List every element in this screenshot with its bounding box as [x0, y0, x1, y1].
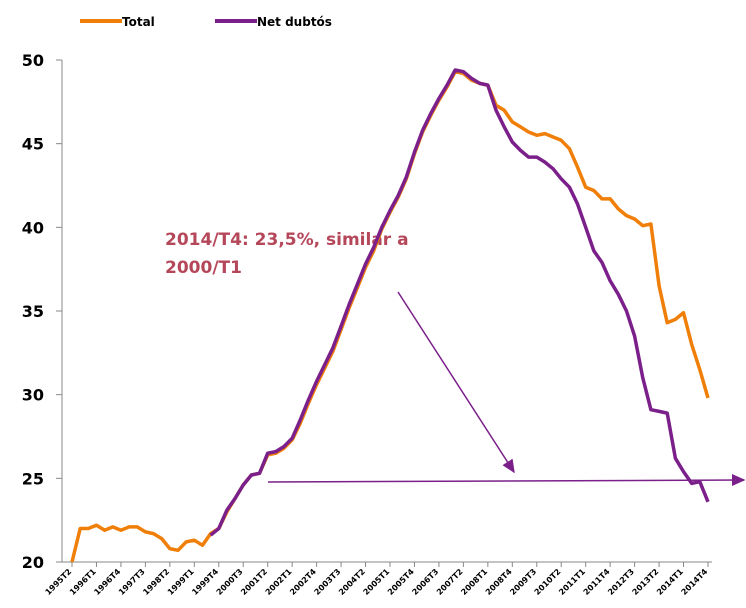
legend-label: Net dubtós	[257, 15, 332, 29]
y-tick-label: 20	[22, 553, 44, 572]
x-tick-label: 2014T4	[680, 567, 710, 597]
arrow	[397, 291, 515, 474]
y-tick-label: 30	[22, 386, 44, 405]
y-tick-label: 45	[22, 135, 44, 154]
series-line	[70, 69, 710, 563]
y-tick-label: 25	[22, 469, 44, 488]
y-tick-label: 50	[22, 51, 44, 70]
annotation: 2014/T4: 23,5%, similar a	[165, 230, 409, 250]
y-tick-label: 35	[22, 302, 44, 321]
series-line	[209, 68, 710, 537]
arrow	[267, 474, 746, 487]
annotation: 2000/T1	[165, 258, 242, 278]
y-tick-label: 40	[22, 218, 44, 237]
legend-label: Total	[122, 15, 155, 29]
